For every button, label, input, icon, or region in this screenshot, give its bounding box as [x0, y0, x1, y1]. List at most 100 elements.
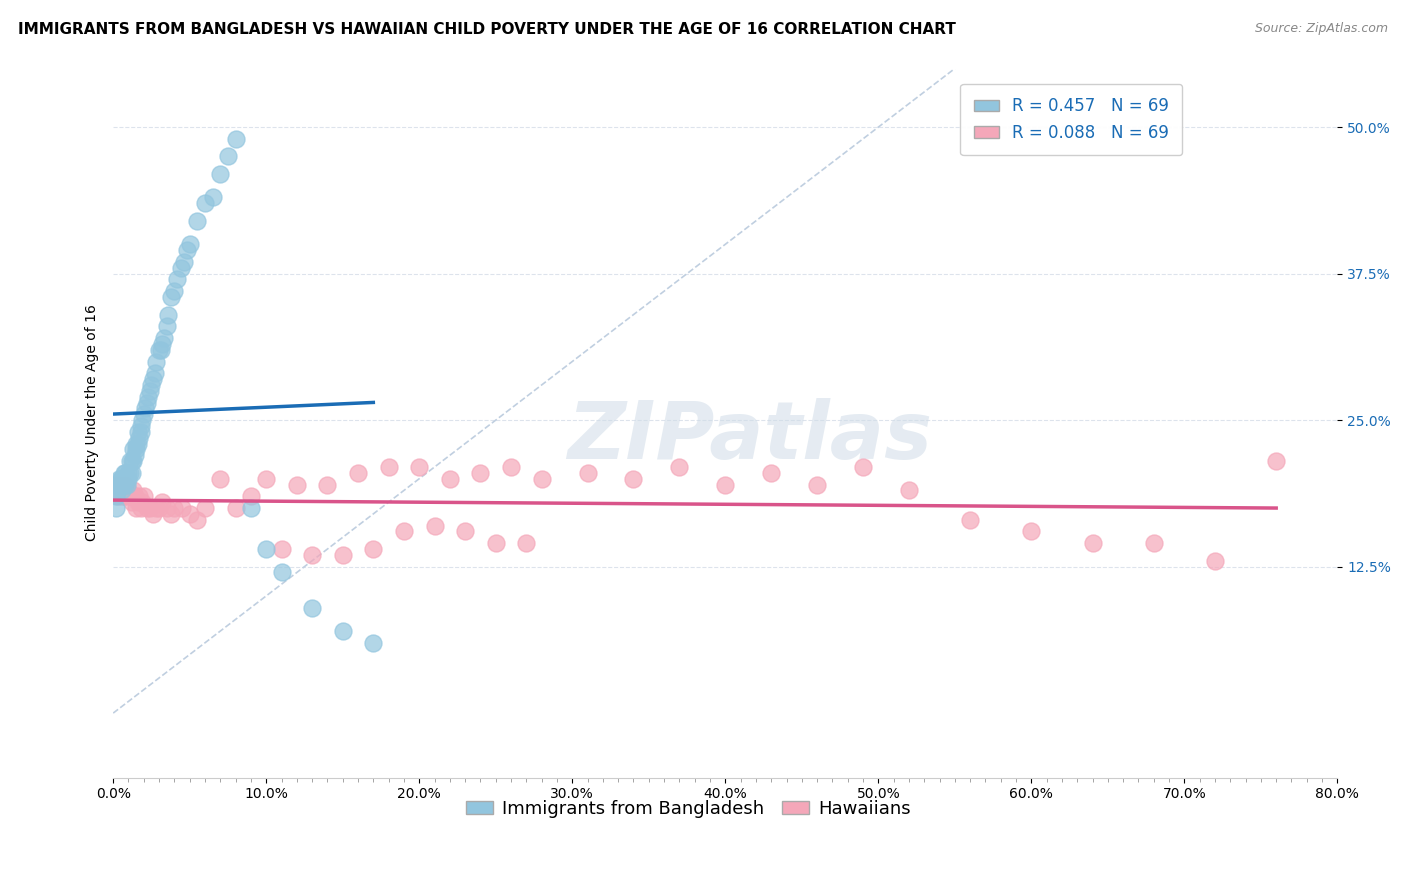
- Point: [112, 466, 135, 480]
- Point: [115, 472, 138, 486]
- Point: [392, 524, 415, 539]
- Point: [454, 524, 477, 539]
- Point: [115, 477, 138, 491]
- Point: [363, 542, 385, 557]
- Point: [135, 395, 157, 409]
- Point: [285, 477, 308, 491]
- Point: [169, 260, 191, 275]
- Point: [117, 472, 139, 486]
- Point: [576, 466, 599, 480]
- Point: [714, 477, 737, 491]
- Point: [115, 489, 138, 503]
- Point: [170, 501, 193, 516]
- Point: [142, 507, 165, 521]
- Point: [225, 132, 247, 146]
- Point: [148, 501, 170, 516]
- Point: [111, 483, 134, 498]
- Point: [332, 548, 354, 562]
- Point: [470, 466, 492, 480]
- Point: [149, 343, 172, 357]
- Point: [107, 483, 129, 498]
- Point: [121, 466, 143, 480]
- Point: [761, 466, 783, 480]
- Y-axis label: Child Poverty Under the Age of 16: Child Poverty Under the Age of 16: [86, 304, 100, 541]
- Point: [377, 460, 399, 475]
- Point: [254, 472, 277, 486]
- Point: [1081, 536, 1104, 550]
- Point: [150, 495, 173, 509]
- Point: [179, 507, 201, 521]
- Point: [145, 354, 167, 368]
- Point: [439, 472, 461, 486]
- Point: [128, 431, 150, 445]
- Point: [270, 566, 292, 580]
- Point: [515, 536, 537, 550]
- Point: [316, 477, 339, 491]
- Legend: Immigrants from Bangladesh, Hawaiians: Immigrants from Bangladesh, Hawaiians: [458, 793, 918, 825]
- Point: [209, 472, 232, 486]
- Point: [408, 460, 430, 475]
- Point: [959, 513, 981, 527]
- Point: [129, 425, 152, 439]
- Point: [150, 337, 173, 351]
- Point: [107, 477, 129, 491]
- Point: [163, 284, 186, 298]
- Point: [111, 477, 134, 491]
- Text: ZIPatlas: ZIPatlas: [567, 398, 932, 476]
- Point: [142, 372, 165, 386]
- Point: [852, 460, 875, 475]
- Point: [201, 190, 224, 204]
- Point: [114, 466, 136, 480]
- Point: [332, 624, 354, 638]
- Point: [173, 255, 195, 269]
- Point: [176, 243, 198, 257]
- Point: [127, 436, 149, 450]
- Point: [148, 343, 170, 357]
- Point: [141, 378, 163, 392]
- Point: [499, 460, 522, 475]
- Point: [225, 501, 247, 516]
- Point: [122, 483, 145, 498]
- Point: [485, 536, 508, 550]
- Text: Source: ZipAtlas.com: Source: ZipAtlas.com: [1254, 22, 1388, 36]
- Point: [156, 319, 179, 334]
- Point: [131, 495, 153, 509]
- Point: [139, 384, 162, 398]
- Point: [105, 477, 128, 491]
- Point: [114, 477, 136, 491]
- Point: [117, 483, 139, 498]
- Point: [138, 390, 160, 404]
- Point: [194, 501, 217, 516]
- Point: [132, 489, 155, 503]
- Point: [110, 472, 132, 486]
- Point: [347, 466, 370, 480]
- Point: [132, 407, 155, 421]
- Point: [121, 454, 143, 468]
- Point: [129, 419, 152, 434]
- Point: [108, 477, 131, 491]
- Point: [209, 167, 232, 181]
- Point: [897, 483, 920, 498]
- Point: [108, 477, 131, 491]
- Point: [118, 489, 141, 503]
- Point: [1204, 554, 1226, 568]
- Point: [118, 466, 141, 480]
- Point: [143, 366, 166, 380]
- Point: [114, 477, 136, 491]
- Point: [112, 489, 135, 503]
- Point: [194, 196, 217, 211]
- Point: [110, 489, 132, 503]
- Point: [1021, 524, 1043, 539]
- Point: [122, 454, 145, 468]
- Point: [152, 331, 174, 345]
- Point: [121, 495, 143, 509]
- Point: [125, 442, 148, 457]
- Point: [160, 507, 183, 521]
- Point: [239, 489, 262, 503]
- Point: [301, 600, 323, 615]
- Point: [1143, 536, 1166, 550]
- Point: [111, 483, 134, 498]
- Point: [104, 483, 127, 498]
- Point: [254, 542, 277, 557]
- Point: [806, 477, 828, 491]
